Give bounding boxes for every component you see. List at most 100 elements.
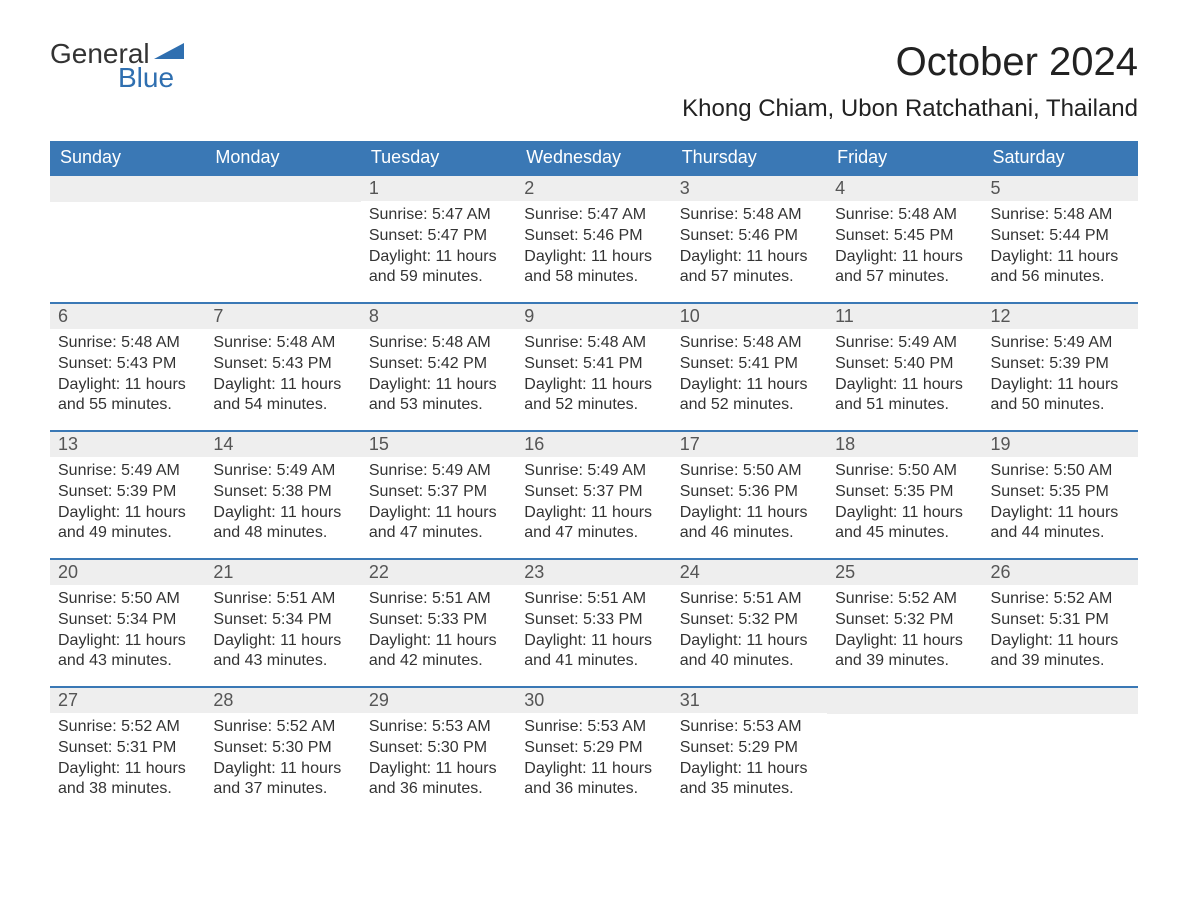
day-details: Sunrise: 5:48 AMSunset: 5:46 PMDaylight:… [672, 201, 827, 294]
day-number [50, 176, 205, 202]
day-sunset: Sunset: 5:46 PM [524, 226, 663, 247]
day-daylight: Daylight: 11 hours and 35 minutes. [680, 759, 819, 801]
day-daylight: Daylight: 11 hours and 58 minutes. [524, 247, 663, 289]
day-details: Sunrise: 5:51 AMSunset: 5:33 PMDaylight:… [516, 585, 671, 678]
day-daylight: Daylight: 11 hours and 53 minutes. [369, 375, 508, 417]
day-number: 31 [672, 688, 827, 713]
day-sunrise: Sunrise: 5:48 AM [213, 333, 352, 354]
calendar-week-row: 20Sunrise: 5:50 AMSunset: 5:34 PMDayligh… [50, 559, 1138, 687]
day-sunrise: Sunrise: 5:52 AM [58, 717, 197, 738]
day-sunset: Sunset: 5:37 PM [369, 482, 508, 503]
day-number: 13 [50, 432, 205, 457]
day-number: 7 [205, 304, 360, 329]
day-details: Sunrise: 5:48 AMSunset: 5:42 PMDaylight:… [361, 329, 516, 422]
day-details: Sunrise: 5:51 AMSunset: 5:32 PMDaylight:… [672, 585, 827, 678]
calendar-day-cell: 28Sunrise: 5:52 AMSunset: 5:30 PMDayligh… [205, 687, 360, 815]
calendar-day-cell: 12Sunrise: 5:49 AMSunset: 5:39 PMDayligh… [983, 303, 1138, 431]
calendar-day-cell: 10Sunrise: 5:48 AMSunset: 5:41 PMDayligh… [672, 303, 827, 431]
day-details: Sunrise: 5:53 AMSunset: 5:29 PMDaylight:… [672, 713, 827, 806]
day-number: 4 [827, 176, 982, 201]
calendar-week-row: 27 Sunrise: 5:52 AMSunset: 5:31 PM Dayligh… [50, 687, 1138, 815]
site-logo: General Blue [50, 40, 184, 92]
day-number: 2 [516, 176, 671, 201]
day-sunrise: Sunrise: 5:51 AM [369, 589, 508, 610]
day-details: Sunrise: 5:49 AMSunset: 5:37 PMDaylight:… [516, 457, 671, 550]
calendar-day-cell: 16Sunrise: 5:49 AMSunset: 5:37 PMDayligh… [516, 431, 671, 559]
day-number: 10 [672, 304, 827, 329]
day-daylight: Daylight: 11 hours and 56 minutes. [991, 247, 1130, 289]
day-sunset: Sunset: 5:30 PM [213, 738, 352, 759]
day-sunset: Sunset: 5:29 PM [524, 738, 663, 759]
day-details: Sunrise: 5:48 AMSunset: 5:41 PMDaylight:… [516, 329, 671, 422]
day-sunset: Sunset: 5:34 PM [58, 610, 197, 631]
day-daylight: Daylight: 11 hours and 55 minutes. [58, 375, 197, 417]
calendar-week-row: 1Sunrise: 5:47 AMSunset: 5:47 PMDaylight… [50, 175, 1138, 303]
day-number: 3 [672, 176, 827, 201]
logo-text-blue: Blue [118, 64, 184, 92]
day-number: 9 [516, 304, 671, 329]
day-daylight: Daylight: 11 hours and 48 minutes. [213, 503, 352, 545]
day-sunset: Sunset: 5:36 PM [680, 482, 819, 503]
weekday-header: Sunday [50, 141, 205, 175]
day-sunrise: Sunrise: 5:49 AM [369, 461, 508, 482]
day-sunrise: Sunrise: 5:50 AM [991, 461, 1130, 482]
location-subtitle: Khong Chiam, Ubon Ratchathani, Thailand [682, 95, 1138, 123]
day-sunrise: Sunrise: 5:49 AM [213, 461, 352, 482]
day-number: 16 [516, 432, 671, 457]
day-sunset: Sunset: 5:44 PM [991, 226, 1130, 247]
calendar-day-cell: 29Sunrise: 5:53 AMSunset: 5:30 PMDayligh… [361, 687, 516, 815]
calendar-day-cell: 9Sunrise: 5:48 AMSunset: 5:41 PMDaylight… [516, 303, 671, 431]
day-daylight: Daylight: 11 hours and 54 minutes. [213, 375, 352, 417]
calendar-day-cell: 22Sunrise: 5:51 AMSunset: 5:33 PMDayligh… [361, 559, 516, 687]
calendar-day-cell [983, 687, 1138, 815]
day-number [827, 688, 982, 714]
day-sunrise: Sunrise: 5:52 AM [835, 589, 974, 610]
day-sunset: Sunset: 5:39 PM [58, 482, 197, 503]
day-sunset: Sunset: 5:29 PM [680, 738, 819, 759]
day-sunrise: Sunrise: 5:48 AM [680, 205, 819, 226]
day-daylight: Daylight: 11 hours and 44 minutes. [991, 503, 1130, 545]
day-sunset: Sunset: 5:41 PM [680, 354, 819, 375]
day-details: Sunrise: 5:49 AMSunset: 5:40 PMDaylight:… [827, 329, 982, 422]
calendar-week-row: 13 Sunrise: 5:49 AM Sunset: 5:39 PM Dayligh… [50, 431, 1138, 559]
day-sunset: Sunset: 5:35 PM [835, 482, 974, 503]
day-number: 27 [50, 688, 205, 713]
day-number: 22 [361, 560, 516, 585]
day-daylight: Daylight: 11 hours and 43 minutes. [213, 631, 352, 673]
day-details: Sunrise: 5:51 AMSunset: 5:34 PMDaylight:… [205, 585, 360, 678]
calendar-day-cell [827, 687, 982, 815]
day-sunset: Sunset: 5:31 PM [991, 610, 1130, 631]
day-sunset: Sunset: 5:32 PM [680, 610, 819, 631]
day-number: 18 [827, 432, 982, 457]
day-details: Sunrise: 5:48 AMSunset: 5:43 PMDaylight:… [205, 329, 360, 422]
calendar-day-cell: 27Sunrise: 5:52 AMSunset: 5:31 PMDayligh… [50, 687, 205, 815]
day-number: 21 [205, 560, 360, 585]
calendar-day-cell: 5Sunrise: 5:48 AMSunset: 5:44 PMDaylight… [983, 175, 1138, 303]
day-number: 5 [983, 176, 1138, 201]
day-number: 11 [827, 304, 982, 329]
weekday-header: Saturday [983, 141, 1138, 175]
day-number: 24 [672, 560, 827, 585]
day-sunset: Sunset: 5:40 PM [835, 354, 974, 375]
calendar-day-cell: 24Sunrise: 5:51 AMSunset: 5:32 PMDayligh… [672, 559, 827, 687]
title-block: October 2024 Khong Chiam, Ubon Ratchatha… [682, 40, 1138, 123]
day-sunrise: Sunrise: 5:51 AM [213, 589, 352, 610]
day-sunrise: Sunrise: 5:49 AM [991, 333, 1130, 354]
calendar-day-cell: 3Sunrise: 5:48 AMSunset: 5:46 PMDaylight… [672, 175, 827, 303]
day-number: 15 [361, 432, 516, 457]
day-sunset: Sunset: 5:39 PM [991, 354, 1130, 375]
day-sunset: Sunset: 5:38 PM [213, 482, 352, 503]
day-daylight: Daylight: 11 hours and 51 minutes. [835, 375, 974, 417]
day-details: Sunrise: 5:49 AMSunset: 5:38 PMDaylight:… [205, 457, 360, 550]
day-daylight: Daylight: 11 hours and 50 minutes. [991, 375, 1130, 417]
day-details: Sunrise: 5:52 AMSunset: 5:30 PMDaylight:… [205, 713, 360, 806]
calendar-week-row: 6Sunrise: 5:48 AMSunset: 5:43 PMDaylight… [50, 303, 1138, 431]
day-number: 23 [516, 560, 671, 585]
day-sunset: Sunset: 5:35 PM [991, 482, 1130, 503]
day-sunset: Sunset: 5:45 PM [835, 226, 974, 247]
day-daylight: Daylight: 11 hours and 45 minutes. [835, 503, 974, 545]
day-sunset: Sunset: 5:31 PM [58, 738, 197, 759]
day-details: Sunrise: 5:50 AMSunset: 5:34 PMDaylight:… [50, 585, 205, 678]
day-details: Sunrise: 5:47 AMSunset: 5:46 PMDaylight:… [516, 201, 671, 294]
day-details: Sunrise: 5:48 AMSunset: 5:44 PMDaylight:… [983, 201, 1138, 294]
